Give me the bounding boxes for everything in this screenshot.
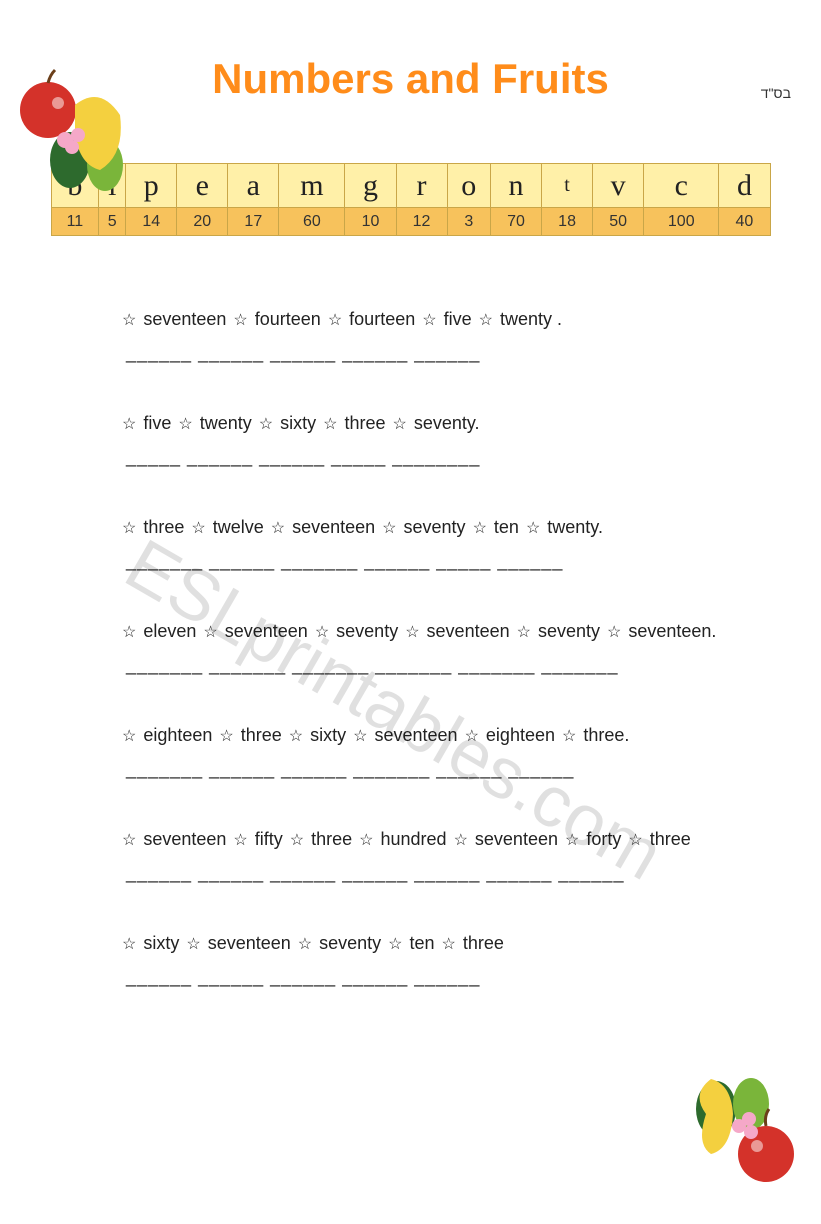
cipher-number-cell: 100 bbox=[644, 208, 719, 236]
cipher-letter-cell: d bbox=[719, 164, 770, 208]
exercise-item: ☆ three ☆ twelve ☆ seventeen ☆ seventy ☆… bbox=[120, 514, 731, 572]
star-icon: ☆ bbox=[203, 624, 217, 641]
star-icon: ☆ bbox=[233, 312, 247, 329]
cipher-letter-cell: g bbox=[345, 164, 396, 208]
cipher-letter-cell: m bbox=[279, 164, 345, 208]
star-icon: ☆ bbox=[473, 520, 487, 537]
star-icon: ☆ bbox=[382, 520, 396, 537]
exercise-clue: ☆ eleven ☆ seventeen ☆ seventy ☆ sevente… bbox=[120, 618, 731, 645]
cipher-number-cell: 70 bbox=[491, 208, 542, 236]
star-icon: ☆ bbox=[405, 624, 419, 641]
star-icon: ☆ bbox=[353, 728, 367, 745]
cipher-number-cell: 3 bbox=[447, 208, 490, 236]
exercise-item: ☆ eighteen ☆ three ☆ sixty ☆ seventeen ☆… bbox=[120, 722, 731, 780]
cipher-number-cell: 60 bbox=[279, 208, 345, 236]
cipher-letter-cell: t bbox=[542, 164, 593, 208]
star-icon: ☆ bbox=[359, 832, 373, 849]
exercise-item: ☆ seventeen ☆ fifty ☆ three ☆ hundred ☆ … bbox=[120, 826, 731, 884]
exercise-clue: ☆ three ☆ twelve ☆ seventeen ☆ seventy ☆… bbox=[120, 514, 731, 541]
star-icon: ☆ bbox=[328, 312, 342, 329]
star-icon: ☆ bbox=[388, 936, 402, 953]
corner-art-bottom-right bbox=[661, 1054, 811, 1204]
star-icon: ☆ bbox=[422, 312, 436, 329]
star-icon: ☆ bbox=[628, 832, 642, 849]
star-icon: ☆ bbox=[122, 624, 136, 641]
star-icon: ☆ bbox=[219, 728, 233, 745]
exercise-clue: ☆ sixty ☆ seventeen ☆ seventy ☆ ten ☆ th… bbox=[120, 930, 731, 957]
star-icon: ☆ bbox=[454, 832, 468, 849]
exercise-blanks: ______ ______ ______ ______ ______ _____… bbox=[126, 863, 731, 884]
cipher-number-cell: 12 bbox=[396, 208, 447, 236]
cipher-number-cell: 40 bbox=[719, 208, 770, 236]
exercise-blanks: _______ ______ _______ ______ _____ ____… bbox=[126, 551, 731, 572]
star-icon: ☆ bbox=[607, 624, 621, 641]
cipher-letter-cell: e bbox=[177, 164, 228, 208]
exercise-clue: ☆ eighteen ☆ three ☆ sixty ☆ seventeen ☆… bbox=[120, 722, 731, 749]
exercise-blanks: ______ ______ ______ ______ ______ bbox=[126, 967, 731, 988]
star-icon: ☆ bbox=[122, 728, 136, 745]
star-icon: ☆ bbox=[271, 520, 285, 537]
cipher-letter-cell: a bbox=[228, 164, 279, 208]
star-icon: ☆ bbox=[122, 416, 136, 433]
star-icon: ☆ bbox=[290, 832, 304, 849]
exercise-clue: ☆ five ☆ twenty ☆ sixty ☆ three ☆ sevent… bbox=[120, 410, 731, 437]
corner-art-top-left bbox=[10, 65, 160, 215]
star-icon: ☆ bbox=[191, 520, 205, 537]
exercise-clue: ☆ seventeen ☆ fourteen ☆ fourteen ☆ five… bbox=[120, 306, 731, 333]
cipher-number-cell: 18 bbox=[542, 208, 593, 236]
exercise-list: ☆ seventeen ☆ fourteen ☆ fourteen ☆ five… bbox=[120, 306, 731, 988]
exercise-item: ☆ five ☆ twenty ☆ sixty ☆ three ☆ sevent… bbox=[120, 410, 731, 468]
star-icon: ☆ bbox=[259, 416, 273, 433]
star-icon: ☆ bbox=[122, 312, 136, 329]
star-icon: ☆ bbox=[465, 728, 479, 745]
cipher-letter-cell: n bbox=[491, 164, 542, 208]
cipher-letter-cell: r bbox=[396, 164, 447, 208]
star-icon: ☆ bbox=[562, 728, 576, 745]
star-icon: ☆ bbox=[517, 624, 531, 641]
star-icon: ☆ bbox=[565, 832, 579, 849]
cipher-number-cell: 17 bbox=[228, 208, 279, 236]
star-icon: ☆ bbox=[323, 416, 337, 433]
exercise-blanks: _______ _______ _______ _______ _______ … bbox=[126, 655, 731, 676]
star-icon: ☆ bbox=[122, 936, 136, 953]
star-icon: ☆ bbox=[315, 624, 329, 641]
star-icon: ☆ bbox=[298, 936, 312, 953]
star-icon: ☆ bbox=[178, 416, 192, 433]
star-icon: ☆ bbox=[186, 936, 200, 953]
cipher-number-cell: 20 bbox=[177, 208, 228, 236]
star-icon: ☆ bbox=[289, 728, 303, 745]
exercise-blanks: _______ ______ ______ _______ ______ ___… bbox=[126, 759, 731, 780]
star-icon: ☆ bbox=[479, 312, 493, 329]
star-icon: ☆ bbox=[442, 936, 456, 953]
star-icon: ☆ bbox=[392, 416, 406, 433]
exercise-blanks: _____ ______ ______ _____ ________ bbox=[126, 447, 731, 468]
star-icon: ☆ bbox=[233, 832, 247, 849]
exercise-item: ☆ sixty ☆ seventeen ☆ seventy ☆ ten ☆ th… bbox=[120, 930, 731, 988]
star-icon: ☆ bbox=[122, 520, 136, 537]
cipher-letter-cell: c bbox=[644, 164, 719, 208]
exercise-item: ☆ seventeen ☆ fourteen ☆ fourteen ☆ five… bbox=[120, 306, 731, 364]
header-corner-text: בס"ד bbox=[761, 85, 791, 101]
cipher-number-cell: 50 bbox=[593, 208, 644, 236]
cipher-letter-cell: v bbox=[593, 164, 644, 208]
cipher-number-cell: 10 bbox=[345, 208, 396, 236]
exercise-item: ☆ eleven ☆ seventeen ☆ seventy ☆ sevente… bbox=[120, 618, 731, 676]
exercise-clue: ☆ seventeen ☆ fifty ☆ three ☆ hundred ☆ … bbox=[120, 826, 731, 853]
exercise-blanks: ______ ______ ______ ______ ______ bbox=[126, 343, 731, 364]
star-icon: ☆ bbox=[122, 832, 136, 849]
star-icon: ☆ bbox=[526, 520, 540, 537]
cipher-letter-cell: o bbox=[447, 164, 490, 208]
